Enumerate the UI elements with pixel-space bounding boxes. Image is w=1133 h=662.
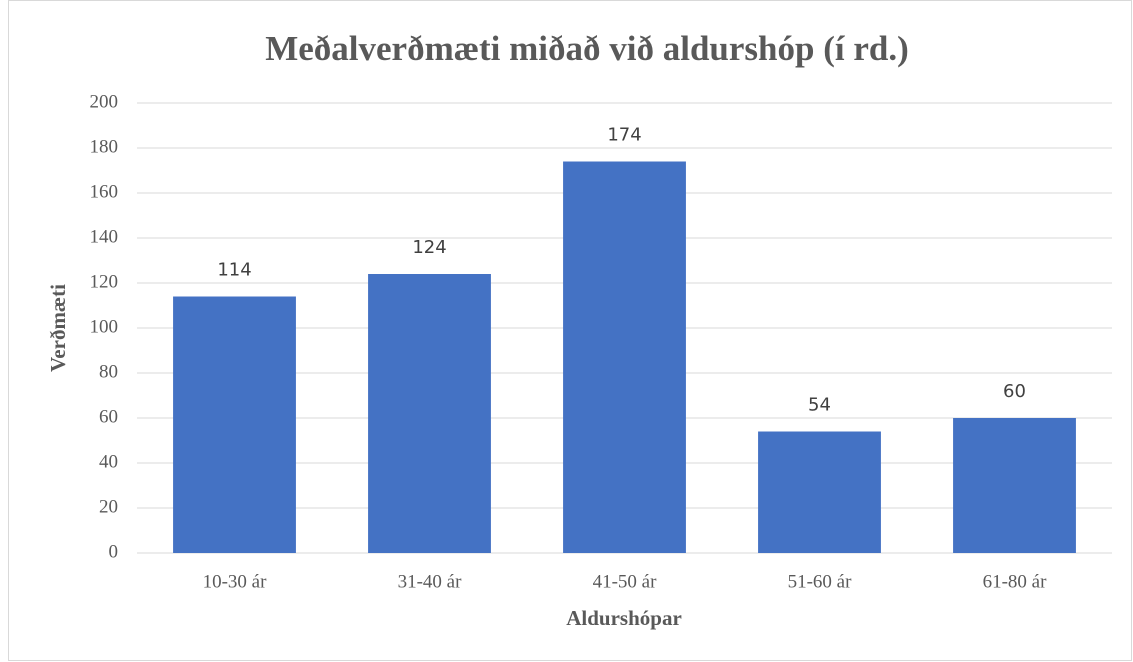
data-label: 54 (808, 395, 831, 416)
bar (758, 431, 881, 553)
x-tick-label: 31-40 ár (398, 571, 463, 592)
y-tick-label: 80 (99, 361, 118, 382)
x-tick-label: 41-50 ár (593, 571, 658, 592)
y-tick-label: 0 (109, 541, 119, 562)
y-tick-label: 40 (99, 451, 118, 472)
x-tick-label: 61-80 ár (983, 571, 1048, 592)
chart-title: Meðalverðmæti miðað við aldurshóp (í rd.… (265, 29, 909, 68)
bar (173, 296, 296, 553)
data-label: 114 (217, 260, 251, 281)
data-label: 124 (412, 237, 446, 258)
y-tick-label: 120 (90, 271, 119, 292)
y-tick-label: 100 (90, 316, 119, 337)
y-tick-label: 20 (99, 496, 118, 517)
y-tick-label: 160 (90, 181, 119, 202)
x-tick-label: 51-60 ár (788, 571, 853, 592)
y-tick-label: 60 (99, 406, 118, 427)
data-label: 174 (607, 125, 641, 146)
bar (368, 274, 491, 553)
x-axis-label: Aldurshópar (566, 606, 682, 630)
y-tick-label: 180 (90, 136, 119, 157)
x-tick-label: 10-30 ár (203, 571, 268, 592)
y-tick-label: 140 (90, 226, 119, 247)
y-tick-label: 200 (90, 91, 119, 112)
data-label: 60 (1003, 381, 1026, 402)
y-axis-label: Verðmæti (46, 284, 70, 372)
bar (953, 418, 1076, 553)
bar (563, 161, 686, 553)
